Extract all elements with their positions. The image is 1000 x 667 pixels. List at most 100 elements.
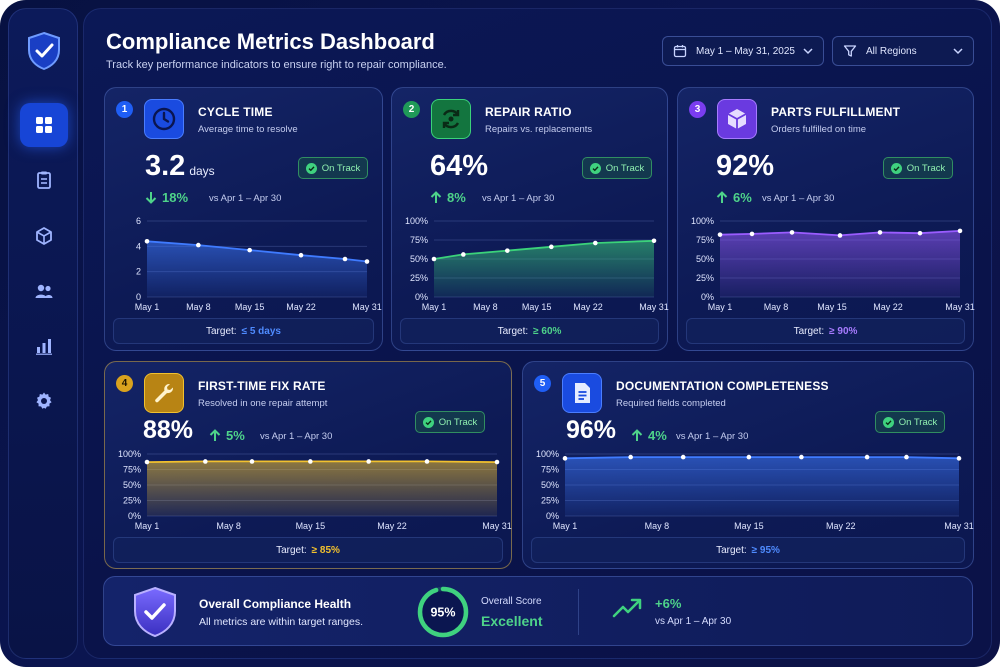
data-point[interactable]	[144, 238, 150, 244]
data-point[interactable]	[749, 231, 755, 237]
data-point[interactable]	[364, 259, 370, 264]
x-tick-label: May 8	[473, 302, 498, 312]
filter-icon	[843, 45, 857, 57]
data-point[interactable]	[956, 456, 962, 461]
target-bar: Target: ≥ 90%	[686, 318, 965, 344]
target-label: Target:	[276, 544, 307, 556]
data-point[interactable]	[366, 459, 371, 464]
y-tick-label: 0%	[701, 292, 714, 302]
series-line	[146, 460, 498, 463]
sidebar-item-users[interactable]	[20, 269, 68, 313]
clipboard-icon	[37, 171, 51, 189]
x-tick-label: May 22	[826, 521, 856, 531]
data-point[interactable]	[789, 230, 795, 235]
y-tick-label: 75%	[696, 235, 714, 245]
card-subtitle: Average time to resolve	[198, 124, 298, 135]
data-point[interactable]	[203, 459, 208, 464]
metric-card-first-time-fix[interactable]: 4 FIRST-TIME FIX RATE Resolved in one re…	[104, 361, 512, 569]
data-point[interactable]	[717, 232, 723, 237]
shield-check-logo-icon[interactable]	[26, 31, 62, 71]
x-tick-label: May 31	[352, 302, 382, 312]
data-point[interactable]	[342, 256, 348, 262]
y-tick-label: 50%	[123, 480, 141, 490]
x-tick-label: May 22	[873, 302, 903, 312]
sidebar-item-reports[interactable]	[20, 158, 68, 202]
x-tick-label: May 22	[286, 302, 316, 312]
x-tick-label: May 15	[296, 521, 326, 531]
data-point[interactable]	[144, 459, 150, 465]
status-text: On Track	[898, 416, 938, 428]
data-point[interactable]	[628, 454, 633, 460]
date-range-select[interactable]: May 1 – May 31, 2025	[662, 36, 824, 66]
target-bar: Target: ≥ 85%	[113, 537, 503, 563]
data-point[interactable]	[562, 456, 568, 461]
y-tick-label: 75%	[410, 235, 428, 245]
card-number-badge: 4	[116, 375, 133, 392]
change-value: 5%	[226, 428, 245, 443]
change-indicator: 4%	[631, 428, 667, 443]
y-tick-label: 6	[136, 216, 141, 226]
data-point[interactable]	[298, 252, 304, 258]
metric-card-documentation[interactable]: 5 DOCUMENTATION COMPLETENESS Required fi…	[522, 361, 974, 569]
y-tick-label: 25%	[696, 273, 714, 283]
data-point[interactable]	[837, 233, 843, 238]
data-point[interactable]	[680, 454, 686, 460]
data-point[interactable]	[799, 454, 804, 460]
data-point[interactable]	[196, 242, 201, 248]
data-point[interactable]	[957, 228, 963, 234]
box-icon	[36, 227, 52, 245]
metric-card-parts-fulfillment[interactable]: 3 PARTS FULFILLMENT Orders fulfilled on …	[677, 87, 975, 351]
target-label: Target:	[716, 544, 747, 556]
y-tick-label: 100%	[536, 449, 559, 459]
y-tick-label: 75%	[123, 465, 141, 475]
series-line	[146, 240, 368, 263]
status-text: On Track	[906, 162, 946, 174]
data-point[interactable]	[424, 459, 430, 464]
metric-card-repair-ratio[interactable]: 2 REPAIR RATIO Repairs vs. replacements …	[391, 87, 669, 351]
data-point[interactable]	[249, 459, 255, 464]
data-point[interactable]	[247, 247, 252, 253]
sidebar-item-parts[interactable]	[20, 214, 68, 258]
x-tick-label: May 15	[734, 521, 764, 531]
score-arc	[417, 586, 469, 638]
data-point[interactable]	[549, 244, 554, 250]
x-tick-label: May 8	[645, 521, 670, 531]
status-badge: On Track	[298, 157, 368, 179]
y-tick-label: 100%	[691, 216, 714, 226]
data-point[interactable]	[505, 248, 510, 253]
metric-value: 64%	[430, 150, 489, 182]
data-point[interactable]	[651, 238, 657, 244]
x-tick-label: May 8	[764, 302, 789, 312]
metric-unit: days	[189, 164, 215, 178]
target-value: ≥ 60%	[533, 325, 562, 337]
x-tick-label: May 31	[639, 302, 669, 312]
data-point[interactable]	[877, 230, 883, 235]
comparison-period: vs Apr 1 – Apr 30	[762, 193, 835, 204]
data-point[interactable]	[308, 459, 313, 464]
users-icon	[35, 284, 53, 298]
status-badge: On Track	[875, 411, 945, 433]
sidebar-item-dashboard[interactable]	[20, 103, 68, 147]
arrow-up-icon	[631, 429, 643, 441]
metric-card-cycle-time[interactable]: 1 CYCLE TIME Average time to resolve 3.2…	[104, 87, 383, 351]
data-point[interactable]	[494, 459, 500, 465]
x-tick-label: May 31	[945, 302, 975, 312]
x-tick-label: May 1	[422, 302, 447, 312]
health-title: Overall Compliance Health	[199, 597, 352, 611]
gear-icon	[36, 392, 52, 409]
data-point[interactable]	[746, 454, 752, 460]
grid-icon	[36, 117, 52, 133]
sidebar-item-settings[interactable]	[20, 379, 68, 423]
data-point[interactable]	[431, 256, 437, 262]
data-point[interactable]	[864, 454, 870, 460]
region-select[interactable]: All Regions	[832, 36, 974, 66]
target-value: ≤ 5 days	[241, 325, 281, 337]
status-badge: On Track	[582, 157, 652, 179]
wrench-icon	[144, 373, 184, 413]
sidebar-item-analytics[interactable]	[20, 324, 68, 368]
data-point[interactable]	[593, 240, 598, 246]
data-point[interactable]	[461, 252, 466, 257]
data-point[interactable]	[917, 230, 923, 236]
main-panel: Compliance Metrics Dashboard Track key p…	[83, 8, 992, 659]
data-point[interactable]	[904, 454, 909, 460]
